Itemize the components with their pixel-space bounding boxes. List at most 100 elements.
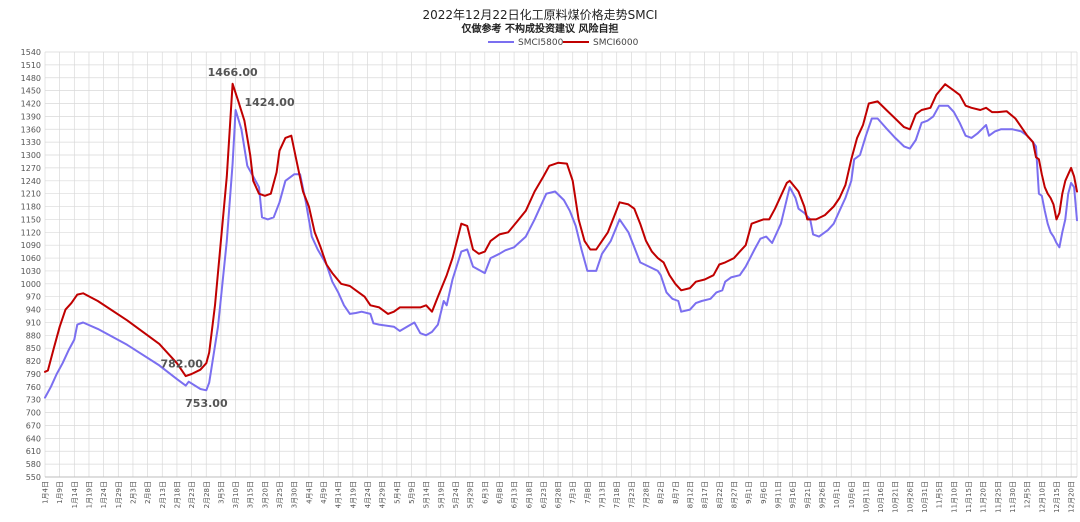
series-line-smci6000 <box>44 82 1078 378</box>
x-tick-label: 3月5日 <box>217 481 225 504</box>
y-tick-label: 580 <box>26 460 41 469</box>
data-label: 782.00 <box>161 357 204 370</box>
y-tick-label: 1300 <box>21 151 41 160</box>
y-tick-label: 1030 <box>21 267 41 276</box>
y-tick-label: 1480 <box>21 74 41 83</box>
legend-label: SMCI6000 <box>593 38 639 48</box>
x-tick-label: 5月4日 <box>393 481 401 504</box>
x-tick-label: 1月29日 <box>115 481 123 508</box>
grid <box>44 51 1078 478</box>
x-tick-label: 3月20日 <box>261 481 269 508</box>
y-tick-label: 820 <box>26 357 41 366</box>
y-tick-label: 790 <box>26 370 41 379</box>
y-tick-label: 610 <box>26 447 41 456</box>
x-tick-label: 3月10日 <box>232 481 240 508</box>
x-tick-label: 11月20日 <box>980 481 988 513</box>
x-tick-label: 4月19日 <box>349 481 357 508</box>
x-tick-label: 4月29日 <box>379 481 387 508</box>
x-tick-label: 2月8日 <box>144 481 152 504</box>
y-tick-label: 1510 <box>21 61 41 70</box>
x-tick-label: 12月20日 <box>1068 481 1076 513</box>
legend-label: SMCI5800 <box>518 38 564 48</box>
y-tick-label: 1120 <box>21 228 41 237</box>
y-tick-label: 970 <box>26 293 41 302</box>
y-tick-label: 1240 <box>21 177 41 186</box>
x-tick-label: 5月9日 <box>408 481 416 504</box>
x-tick-label: 6月8日 <box>496 481 504 504</box>
x-tick-label: 1月4日 <box>42 481 50 504</box>
x-tick-label: 9月21日 <box>804 481 812 508</box>
y-tick-label: 1060 <box>21 254 41 263</box>
x-tick-label: 12月5日 <box>1024 481 1032 508</box>
x-tick-label: 9月1日 <box>745 481 753 504</box>
x-tick-label: 3月25日 <box>276 481 284 508</box>
x-tick-label: 2月13日 <box>159 481 167 508</box>
x-tick-label: 2月18日 <box>173 481 181 508</box>
x-tick-label: 1月19日 <box>85 481 93 508</box>
x-tick-label: 5月29日 <box>467 481 475 508</box>
x-tick-label: 11月15日 <box>965 481 973 513</box>
y-tick-label: 1390 <box>21 112 41 121</box>
y-tick-label: 850 <box>26 344 41 353</box>
series-layer <box>44 82 1078 399</box>
x-tick-label: 7月8日 <box>584 481 592 504</box>
x-tick-label: 11月5日 <box>936 481 944 508</box>
data-label: 753.00 <box>185 397 228 410</box>
x-tick-label: 8月7日 <box>672 481 680 504</box>
x-tick-label: 1月14日 <box>71 481 79 508</box>
x-tick-label: 7月28日 <box>643 481 651 508</box>
y-tick-label: 550 <box>26 473 41 482</box>
x-tick-label: 6月28日 <box>555 481 563 508</box>
x-tick-label: 9月6日 <box>760 481 768 504</box>
y-axis: 550 580 610 640 670 700 730 760 790 820 850 880 910 9… <box>21 48 41 482</box>
x-tick-label: 4月4日 <box>305 481 313 504</box>
x-tick-label: 4月14日 <box>335 481 343 508</box>
x-tick-label: 9月16日 <box>789 481 797 508</box>
y-tick-label: 1090 <box>21 241 41 250</box>
x-tick-label: 7月18日 <box>613 481 621 508</box>
x-axis: 1月4日 1月9日 1月14日 1月19日 1月24日 1月29日 2月3日 2月8日 2月13… <box>42 476 1077 513</box>
y-tick-label: 1270 <box>21 164 41 173</box>
series-line-smci5800 <box>44 104 1078 399</box>
chart-subtitle: 仅做参考 不构成投资建议 风险自担 <box>461 22 619 35</box>
x-tick-label: 2月23日 <box>188 481 196 508</box>
y-tick-label: 1180 <box>21 203 41 212</box>
x-tick-label: 8月27日 <box>730 481 738 508</box>
y-tick-label: 1000 <box>21 280 41 289</box>
x-tick-label: 7月23日 <box>628 481 636 508</box>
x-tick-label: 6月13日 <box>511 481 519 508</box>
y-tick-label: 910 <box>26 318 41 327</box>
y-tick-label: 1150 <box>21 215 41 224</box>
x-tick-label: 11月30日 <box>1009 481 1017 513</box>
x-tick-label: 6月3日 <box>481 481 489 504</box>
x-tick-label: 5月24日 <box>452 481 460 508</box>
y-tick-label: 1420 <box>21 100 41 109</box>
x-tick-label: 6月18日 <box>525 481 533 508</box>
x-tick-label: 11月25日 <box>994 481 1002 513</box>
x-tick-label: 8月2日 <box>657 481 665 504</box>
data-label: 1466.00 <box>208 66 258 79</box>
y-tick-label: 880 <box>26 331 41 340</box>
y-tick-label: 1360 <box>21 125 41 134</box>
x-tick-label: 10月16日 <box>877 481 885 513</box>
x-tick-label: 10月6日 <box>848 481 856 508</box>
x-tick-label: 2月28日 <box>203 481 211 508</box>
x-tick-label: 4月9日 <box>320 481 328 504</box>
x-tick-label: 9月11日 <box>774 481 782 508</box>
y-tick-label: 730 <box>26 396 41 405</box>
x-tick-label: 10月26日 <box>906 481 914 513</box>
y-tick-label: 1210 <box>21 190 41 199</box>
y-tick-label: 940 <box>26 306 41 315</box>
x-tick-label: 5月19日 <box>437 481 445 508</box>
y-tick-label: 670 <box>26 421 41 430</box>
y-tick-label: 760 <box>26 383 41 392</box>
x-tick-label: 10月21日 <box>892 481 900 513</box>
x-tick-label: 3月15日 <box>247 481 255 508</box>
y-tick-label: 1540 <box>21 48 41 57</box>
x-tick-label: 8月12日 <box>687 481 695 508</box>
legend: SMCI5800 SMCI6000 <box>488 38 639 48</box>
x-tick-label: 8月22日 <box>716 481 724 508</box>
annotation-layer: 1466.00 1424.00 782.00 753.00 <box>161 66 295 410</box>
